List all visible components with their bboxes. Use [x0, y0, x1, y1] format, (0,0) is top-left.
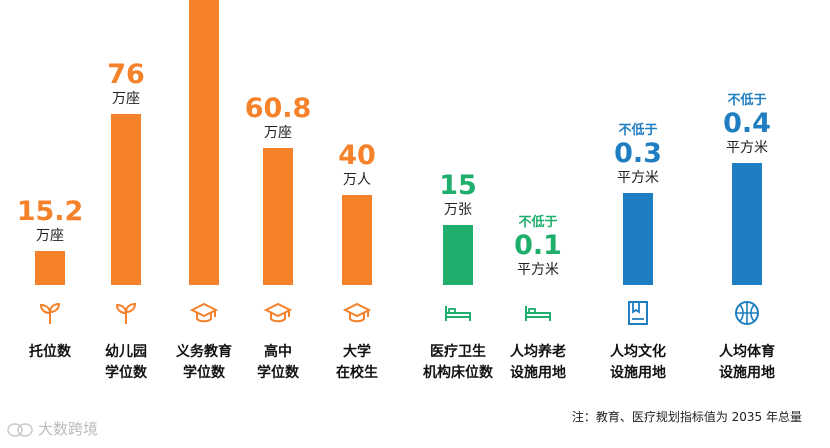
category-label-line: 人均文化 — [610, 344, 666, 360]
bar-prefix-label: 不低于 — [518, 215, 558, 230]
bar-value-label: 0.4 — [723, 108, 771, 139]
bar-value-label: 15.2 — [16, 196, 84, 227]
category-label-line: 设施用地 — [510, 365, 566, 381]
category-label-line: 人均体育 — [719, 344, 775, 360]
category-label-line: 学位数 — [105, 365, 147, 381]
category-label: 医疗卫生 机构床位数 — [398, 342, 518, 384]
graduation-cap-icon — [189, 298, 219, 328]
bed-icon — [523, 298, 553, 328]
bar-3 — [189, 0, 219, 285]
book-icon — [623, 298, 653, 328]
basketball-icon — [732, 298, 762, 328]
category-label-line: 在校生 — [336, 365, 378, 381]
category-label-line: 义务教育 — [176, 344, 232, 360]
graduation-cap-icon — [263, 298, 293, 328]
bed-icon — [443, 298, 473, 328]
bar-unit-label: 万座 — [36, 228, 64, 244]
bar-value-label: 0.1 — [514, 230, 562, 261]
bar-prefix-label: 不低于 — [618, 123, 658, 138]
bar-4 — [263, 148, 293, 285]
category-label-line: 学位数 — [257, 365, 299, 381]
category-label: 义务教育 学位数 — [144, 342, 264, 384]
category-label-line: 设施用地 — [719, 365, 775, 381]
bar-value-label: 0.3 — [614, 138, 662, 169]
category-label-line: 设施用地 — [610, 365, 666, 381]
category-label: 人均文化 设施用地 — [578, 342, 698, 384]
bar-8 — [623, 193, 653, 285]
bar-5 — [342, 195, 372, 285]
bar-9 — [732, 163, 762, 285]
bar-2 — [111, 114, 141, 285]
category-label-line: 医疗卫生 — [430, 344, 486, 360]
sprout-icon — [35, 298, 65, 328]
category-label-line: 机构床位数 — [423, 365, 493, 381]
watermark-logo-icon — [6, 421, 34, 439]
bar-value-label: 60.8 — [244, 93, 312, 124]
bar-value-label: 76 — [107, 59, 145, 90]
bar-unit-label: 平方米 — [617, 170, 659, 186]
bar-value-label: 15 — [439, 170, 477, 201]
bar-unit-label: 平方米 — [517, 262, 559, 278]
bar-1 — [35, 251, 65, 285]
bar-value-label: 40 — [338, 140, 376, 171]
sprout-icon — [111, 298, 141, 328]
category-label-line: 学位数 — [183, 365, 225, 381]
graduation-cap-icon — [342, 298, 372, 328]
category-label: 高中 学位数 — [218, 342, 338, 384]
bar-unit-label: 万座 — [264, 125, 292, 141]
category-label-line: 大学 — [343, 344, 371, 360]
footnote: 注：教育、医疗规划指标值为 2035 年总量 — [571, 410, 802, 424]
category-label-line: 高中 — [264, 344, 292, 360]
category-label-line: 人均养老 — [510, 344, 566, 360]
category-label: 大学 在校生 — [297, 342, 417, 384]
category-label-line: 托位数 — [29, 344, 71, 360]
category-label: 人均养老 设施用地 — [478, 342, 598, 384]
bar-unit-label: 万座 — [112, 91, 140, 107]
bar-unit-label: 万人 — [343, 172, 371, 188]
bar-prefix-label: 不低于 — [727, 93, 767, 108]
category-label: 托位数 — [0, 342, 110, 363]
watermark: 大数跨境 — [38, 420, 99, 438]
bar-6 — [443, 225, 473, 285]
category-label: 人均体育 设施用地 — [687, 342, 807, 384]
category-label-line: 幼儿园 — [105, 344, 147, 360]
bar-unit-label: 万张 — [444, 202, 472, 218]
category-label: 幼儿园 学位数 — [66, 342, 186, 384]
bar-unit-label: 平方米 — [726, 140, 768, 156]
